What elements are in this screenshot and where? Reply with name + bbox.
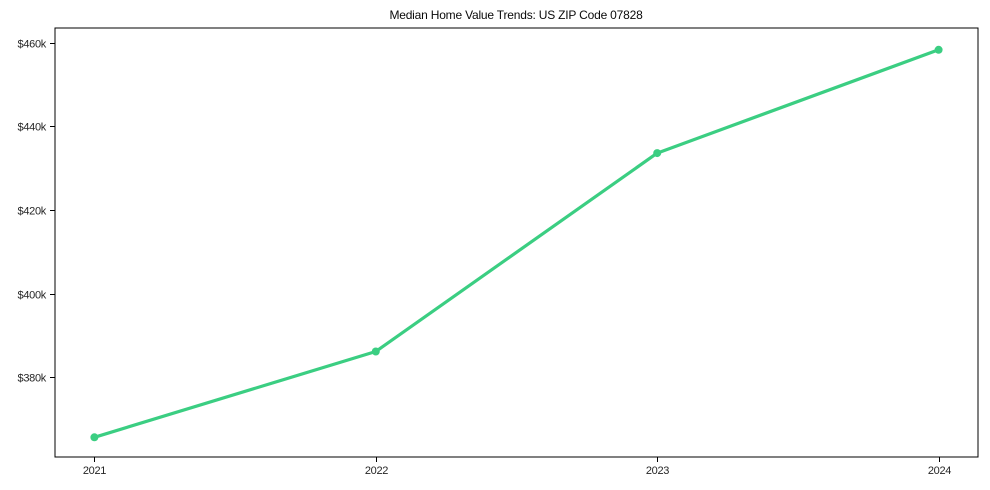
y-tick-label: $440k [18, 122, 47, 134]
data-point-marker [653, 149, 662, 158]
x-tick-label: 2024 [928, 465, 951, 477]
chart-title: Median Home Value Trends: US ZIP Code 07… [389, 8, 643, 22]
plot-area-frame [54, 27, 979, 458]
data-point-marker [934, 45, 943, 54]
plot-content: $380k $400k $420k $440k $460k 2021 2022 2023 202… [18, 39, 952, 478]
x-tick-label: 2022 [365, 465, 388, 477]
data-point-marker [371, 347, 380, 356]
y-tick-label: $460k [18, 39, 47, 51]
x-tick-label: 2021 [83, 465, 106, 477]
y-tick-label: $420k [18, 206, 47, 218]
series-line [92, 48, 941, 439]
x-tick-label: 2023 [646, 465, 669, 477]
data-point-marker [90, 433, 99, 442]
y-tick-label: $400k [18, 290, 47, 302]
y-tick-label: $380k [18, 373, 47, 385]
